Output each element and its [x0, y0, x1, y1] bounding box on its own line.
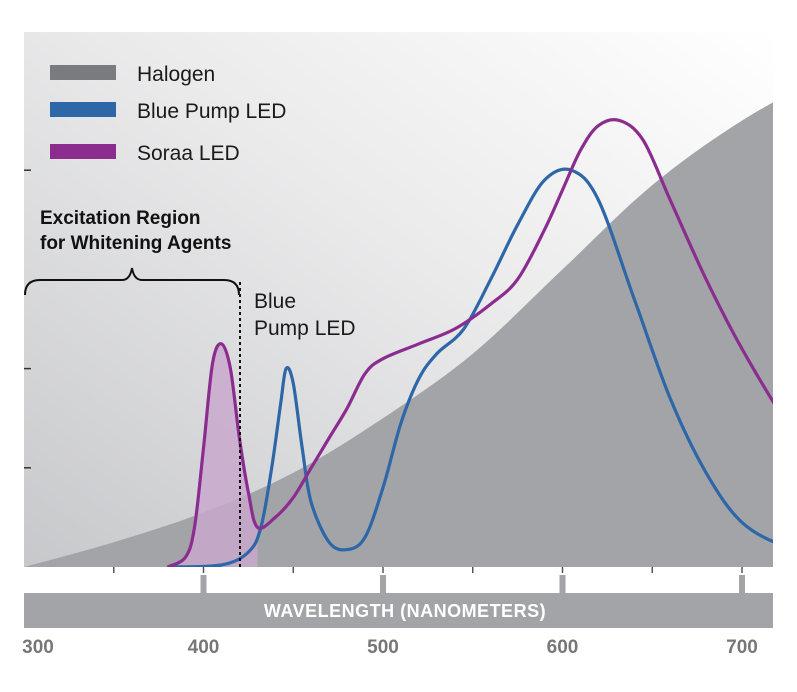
x-tick-label: 500	[367, 637, 399, 658]
series-line-blue-pump-led	[167, 167, 773, 567]
y-tick-layer	[24, 169, 31, 469]
blue-pump-label-line1: Blue	[254, 290, 296, 313]
series-line-layer	[166, 118, 773, 567]
x-major-tick	[200, 575, 207, 593]
blue-pump-label-line2: Pump LED	[254, 317, 356, 340]
excitation-label-line1: Excitation Region	[40, 208, 200, 229]
excitation-bracket	[24, 267, 240, 296]
x-major-tick	[739, 575, 745, 593]
legend-swatch-halogen	[50, 65, 116, 80]
legend-label-soraa: Soraa LED	[137, 142, 240, 165]
x-major-tick	[559, 575, 566, 593]
x-axis-label: WAVELENGTH (NANOMETERS)	[264, 601, 546, 621]
legend: Halogen Blue Pump LED Soraa LED	[50, 63, 286, 165]
excitation-label-line2: for Whitening Agents	[40, 233, 231, 254]
excitation-fill-soraa	[167, 343, 258, 567]
x-tick-mark-layer	[113, 567, 745, 593]
x-axis-band	[24, 593, 773, 628]
x-major-tick	[380, 575, 386, 593]
legend-swatch-soraa	[50, 144, 116, 159]
legend-label-blue-pump: Blue Pump LED	[137, 100, 286, 123]
halogen-area-layer	[24, 102, 773, 567]
series-area-halogen	[24, 102, 773, 567]
legend-label-halogen: Halogen	[137, 63, 215, 86]
legend-swatch-blue-pump	[50, 102, 116, 117]
x-tick-label: 600	[547, 637, 579, 658]
x-tick-label: 700	[726, 637, 758, 658]
excitation-annotation: Excitation Region for Whitening Agents	[24, 208, 241, 567]
x-tick-label: 400	[188, 637, 220, 658]
x-tick-label-layer: 300 400 500 600 700	[22, 637, 758, 658]
blue-pump-annotation: Blue Pump LED	[254, 290, 356, 340]
x-tick-label: 300	[22, 637, 54, 658]
x-axis: WAVELENGTH (NANOMETERS) 300 400 500 600 700	[22, 567, 773, 658]
excitation-fill-layer	[167, 343, 258, 567]
series-line-soraa-led	[166, 118, 773, 567]
